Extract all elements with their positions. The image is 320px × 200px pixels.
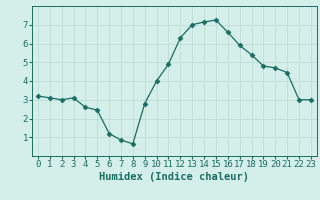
X-axis label: Humidex (Indice chaleur): Humidex (Indice chaleur)	[100, 172, 249, 182]
